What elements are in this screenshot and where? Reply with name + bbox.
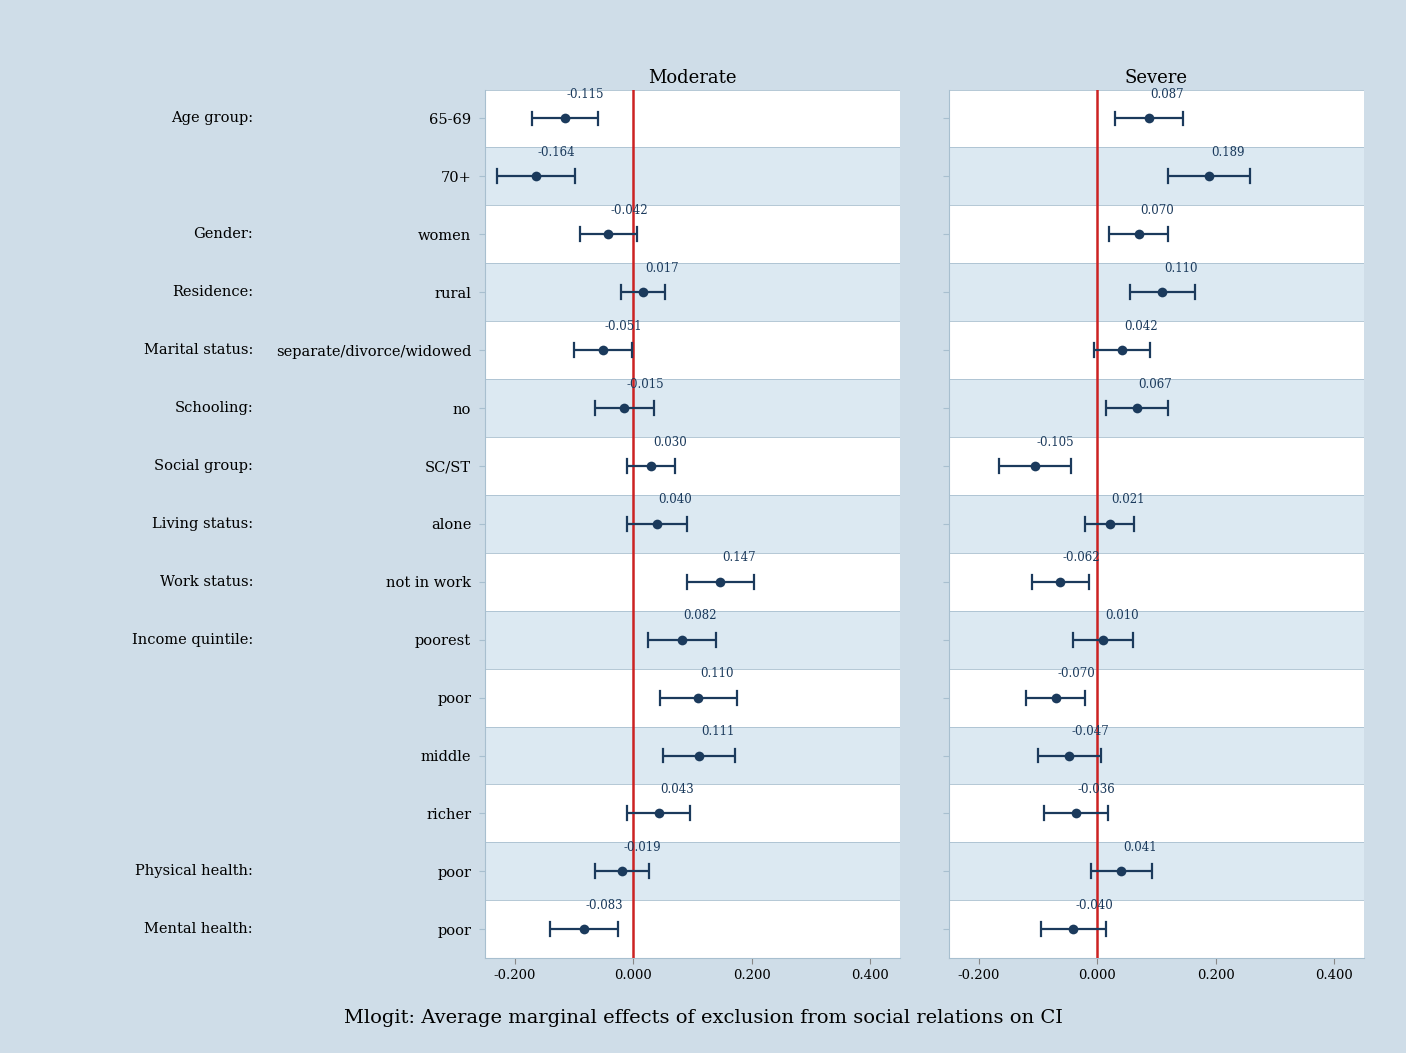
Text: Mental health:: Mental health: <box>145 922 253 936</box>
Text: 0.110: 0.110 <box>700 668 734 680</box>
Bar <box>949 553 1364 611</box>
Text: -0.040: -0.040 <box>1076 899 1114 912</box>
Text: -0.047: -0.047 <box>1071 726 1109 738</box>
Bar <box>949 90 1364 147</box>
Text: 0.082: 0.082 <box>683 610 717 622</box>
Text: 0.010: 0.010 <box>1105 610 1139 622</box>
Bar <box>485 263 900 321</box>
Text: 0.042: 0.042 <box>1123 320 1157 333</box>
Bar <box>949 437 1364 495</box>
Text: 0.189: 0.189 <box>1211 146 1244 159</box>
Bar <box>949 263 1364 321</box>
Text: -0.105: -0.105 <box>1036 436 1074 449</box>
Text: Marital status:: Marital status: <box>143 343 253 357</box>
Text: -0.070: -0.070 <box>1057 668 1095 680</box>
Text: Age group:: Age group: <box>172 112 253 125</box>
Bar <box>485 900 900 958</box>
Text: Physical health:: Physical health: <box>135 865 253 878</box>
Text: 0.040: 0.040 <box>658 494 692 506</box>
Bar <box>485 379 900 437</box>
Text: 0.021: 0.021 <box>1111 494 1144 506</box>
Bar <box>949 784 1364 842</box>
Bar <box>949 321 1364 379</box>
Bar <box>949 900 1364 958</box>
Text: Mlogit: Average marginal effects of exclusion from social relations on CI: Mlogit: Average marginal effects of excl… <box>343 1009 1063 1027</box>
Text: -0.042: -0.042 <box>610 204 648 217</box>
Bar <box>485 147 900 205</box>
Text: -0.083: -0.083 <box>586 899 623 912</box>
Text: Income quintile:: Income quintile: <box>132 633 253 647</box>
Bar <box>949 727 1364 784</box>
Text: Gender:: Gender: <box>194 227 253 241</box>
Bar <box>485 90 900 147</box>
Bar <box>949 379 1364 437</box>
Title: Severe: Severe <box>1125 68 1188 86</box>
Text: 0.070: 0.070 <box>1140 204 1174 217</box>
Bar <box>485 842 900 900</box>
Bar <box>949 669 1364 727</box>
Text: Social group:: Social group: <box>155 459 253 473</box>
Bar <box>485 669 900 727</box>
Bar <box>485 437 900 495</box>
Text: 0.111: 0.111 <box>700 726 734 738</box>
Text: -0.015: -0.015 <box>626 378 664 391</box>
Text: 0.017: 0.017 <box>645 262 679 275</box>
Text: -0.019: -0.019 <box>624 841 661 854</box>
Bar <box>949 495 1364 553</box>
Bar <box>949 147 1364 205</box>
Bar <box>949 611 1364 669</box>
Text: 0.110: 0.110 <box>1164 262 1198 275</box>
Text: Residence:: Residence: <box>172 285 253 299</box>
Text: Living status:: Living status: <box>152 517 253 531</box>
Bar <box>949 842 1364 900</box>
Text: 0.041: 0.041 <box>1123 841 1157 854</box>
Bar <box>485 611 900 669</box>
Text: 0.067: 0.067 <box>1139 378 1173 391</box>
Text: -0.115: -0.115 <box>567 88 605 101</box>
Text: Work status:: Work status: <box>159 575 253 589</box>
Title: Moderate: Moderate <box>648 68 737 86</box>
Text: 0.087: 0.087 <box>1150 88 1184 101</box>
Text: Schooling:: Schooling: <box>174 401 253 415</box>
Text: -0.164: -0.164 <box>538 146 575 159</box>
Bar <box>949 205 1364 263</box>
Bar <box>485 495 900 553</box>
Bar <box>485 784 900 842</box>
Text: -0.062: -0.062 <box>1062 552 1099 564</box>
Text: 0.043: 0.043 <box>661 783 695 796</box>
Bar <box>485 553 900 611</box>
Text: -0.051: -0.051 <box>605 320 643 333</box>
Text: 0.147: 0.147 <box>723 552 755 564</box>
Bar <box>485 205 900 263</box>
Bar <box>485 727 900 784</box>
Text: -0.036: -0.036 <box>1077 783 1115 796</box>
Text: 0.030: 0.030 <box>652 436 686 449</box>
Bar <box>485 321 900 379</box>
